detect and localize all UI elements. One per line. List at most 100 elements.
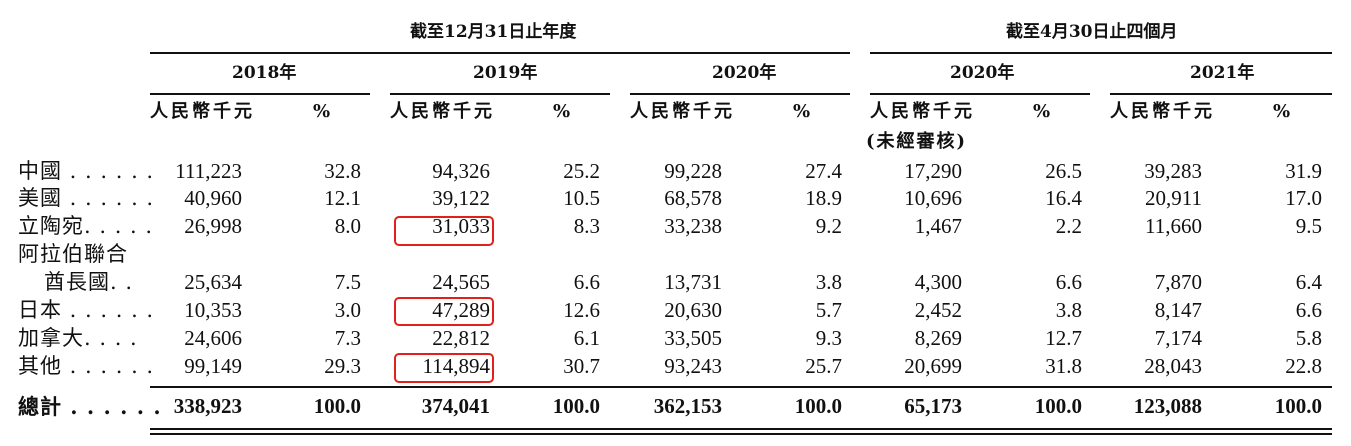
table-cell: 4,300	[914, 270, 962, 294]
table-cell: 99,149	[184, 354, 242, 378]
table-cell: 27.4	[805, 159, 842, 183]
row-label-cont: 酋長國. .	[44, 270, 134, 294]
table-cell: 6.1	[573, 326, 600, 350]
table-cell: 40,960	[184, 186, 242, 210]
table-cell: 11,660	[1145, 214, 1202, 238]
unit-rmb-2021-4m: 人民幣千元	[1110, 101, 1215, 122]
year-header-2020: 2020年	[712, 63, 777, 83]
table-cell: 9.5	[1295, 214, 1322, 238]
table-cell: 10.5	[563, 186, 600, 210]
year-header-2020-4m: 2020年	[950, 63, 1015, 83]
row-label: 加拿大. . . .	[18, 326, 138, 350]
total-double-rule-2	[150, 433, 1332, 435]
table-cell: 13,731	[664, 270, 722, 294]
table-cell: 3.0	[334, 298, 361, 322]
total-cell: 123,088	[1133, 394, 1202, 418]
total-cell: 100.0	[1274, 394, 1322, 418]
table-cell: 94,326	[432, 159, 490, 183]
row-label: 日本 . . . . . .	[18, 298, 155, 322]
unaudited-note: (未經審核)	[866, 131, 968, 152]
table-cell: 2.2	[1055, 214, 1082, 238]
unit-rmb-2020-4m: 人民幣千元	[870, 101, 975, 122]
table-cell: 9.2	[815, 214, 842, 238]
unit-rmb-2018: 人民幣千元	[150, 101, 255, 122]
table-cell: 29.3	[324, 354, 361, 378]
table-cell: 99,228	[664, 159, 722, 183]
total-cell: 338,923	[173, 394, 242, 418]
table-cell: 12.7	[1045, 326, 1082, 350]
total-double-rule-1	[150, 428, 1332, 430]
table-cell: 33,505	[664, 326, 722, 350]
table-cell: 5.8	[1295, 326, 1322, 350]
table-cell: 114,894	[422, 354, 490, 378]
group-rule-four-months	[870, 52, 1332, 54]
total-top-rule	[150, 386, 1332, 388]
table-cell: 32.8	[324, 159, 361, 183]
total-cell: 100.0	[1034, 394, 1082, 418]
table-cell: 3.8	[815, 270, 842, 294]
year-rule-2018	[150, 93, 370, 95]
group-rule-fiscal	[150, 52, 850, 54]
table-cell: 31.9	[1285, 159, 1322, 183]
table-cell: 6.6	[1295, 298, 1322, 322]
table-cell: 24,606	[184, 326, 242, 350]
year-rule-2019	[390, 93, 610, 95]
table-cell: 10,696	[904, 186, 962, 210]
table-cell: 8.3	[573, 214, 600, 238]
table-cell: 31,033	[432, 214, 490, 238]
year-header-2019: 2019年	[473, 63, 538, 83]
table-cell: 18.9	[805, 186, 842, 210]
table-cell: 20,630	[664, 298, 722, 322]
total-cell: 100.0	[794, 394, 842, 418]
unit-rmb-2019: 人民幣千元	[390, 101, 495, 122]
table-cell: 9.3	[815, 326, 842, 350]
table-cell: 7.3	[334, 326, 361, 350]
highlight-box-japan-2019	[394, 297, 494, 326]
unit-pct-2020-4m: %	[1033, 101, 1054, 122]
table-cell: 3.8	[1055, 298, 1082, 322]
highlight-box-lithuania-2019	[394, 216, 494, 246]
table-cell: 25,634	[184, 270, 242, 294]
table-cell: 39,283	[1144, 159, 1202, 183]
table-cell: 39,122	[432, 186, 490, 210]
table-cell: 7,174	[1154, 326, 1202, 350]
table-cell: 20,911	[1145, 186, 1202, 210]
table-cell: 25.2	[563, 159, 600, 183]
table-cell: 6.6	[573, 270, 600, 294]
table-cell: 28,043	[1144, 354, 1202, 378]
table-cell: 17,290	[904, 159, 962, 183]
table-cell: 20,699	[904, 354, 962, 378]
unit-pct-2020: %	[793, 101, 814, 122]
row-label: 中國 . . . . . .	[18, 159, 155, 183]
table-cell: 33,238	[664, 214, 722, 238]
year-header-2018: 2018年	[232, 63, 297, 83]
table-cell: 31.8	[1045, 354, 1082, 378]
table-cell: 6.4	[1295, 270, 1322, 294]
total-cell: 65,173	[904, 394, 962, 418]
table-cell: 24,565	[432, 270, 490, 294]
table-cell: 7.5	[334, 270, 361, 294]
table-cell: 17.0	[1285, 186, 1322, 210]
table-cell: 16.4	[1045, 186, 1082, 210]
table-cell: 7,870	[1154, 270, 1202, 294]
year-rule-2020	[630, 93, 850, 95]
row-label: 立陶宛. . . . .	[18, 214, 154, 238]
table-cell: 22,812	[432, 326, 490, 350]
total-cell: 362,153	[653, 394, 722, 418]
year-rule-2021-4m	[1110, 93, 1332, 95]
table-cell: 5.7	[815, 298, 842, 322]
table-cell: 8,147	[1154, 298, 1202, 322]
table-cell: 12.6	[563, 298, 600, 322]
table-cell: 22.8	[1285, 354, 1322, 378]
table-cell: 26.5	[1045, 159, 1082, 183]
group-header-fiscal-year: 截至12月31日止年度	[410, 22, 577, 42]
total-cell: 374,041	[421, 394, 490, 418]
table-cell: 10,353	[184, 298, 242, 322]
table-cell: 68,578	[664, 186, 722, 210]
table-cell: 26,998	[184, 214, 242, 238]
year-header-2021-4m: 2021年	[1190, 63, 1255, 83]
table-cell: 111,223	[175, 159, 242, 183]
table-cell: 47,289	[432, 298, 490, 322]
unit-pct-2019: %	[553, 101, 574, 122]
table-cell: 30.7	[563, 354, 600, 378]
